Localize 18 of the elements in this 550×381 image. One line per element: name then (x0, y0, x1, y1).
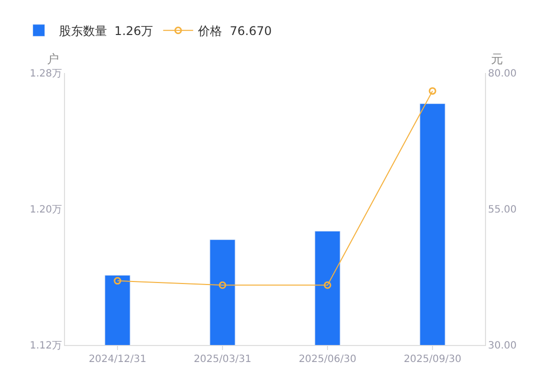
legend-label: 价格 76.670 (197, 24, 272, 38)
y2-tick-label: 30.00 (488, 340, 517, 352)
y-tick-label: 1.12万 (30, 340, 62, 352)
point (324, 281, 332, 289)
legend-label: 股东数量 1.26万 (58, 24, 154, 38)
y-tick-label: 1.20万 (30, 204, 62, 216)
x-tick-label: 2025/03/31 (194, 354, 252, 365)
y2-tick-label: 80.00 (488, 68, 517, 80)
y2-axis-title: 元 (491, 52, 503, 66)
x-tick-label: 2025/06/30 (298, 354, 356, 365)
point (114, 277, 122, 285)
y-tick-label: 1.28万 (30, 68, 62, 80)
x-tick-label: 2024/12/31 (88, 354, 146, 365)
y-axis-title: 户 (47, 52, 59, 66)
point (218, 281, 226, 289)
x-tick-label: 2025/09/30 (404, 354, 462, 365)
point (428, 87, 436, 95)
y2-tick-label: 55.00 (488, 204, 517, 216)
